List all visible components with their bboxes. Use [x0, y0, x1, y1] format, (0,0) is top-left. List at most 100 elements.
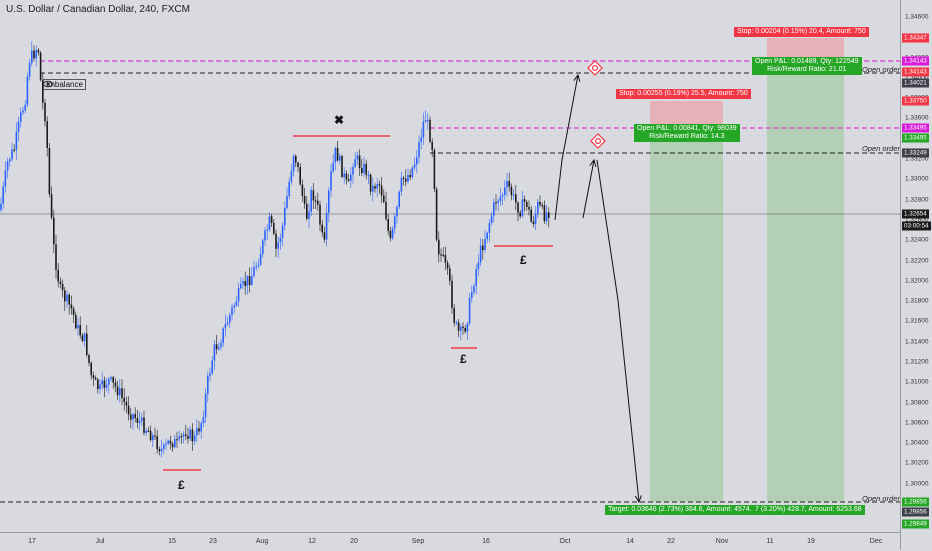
stop-label-1[interactable]: Stop: 0.00255 (0.19%) 25.5, Amount: 750	[616, 89, 751, 99]
candle-body	[416, 157, 418, 165]
candle-body	[207, 376, 209, 394]
candle-body	[537, 201, 539, 214]
stop-zone-1	[650, 101, 723, 128]
price-tick: 1.31800	[905, 297, 929, 305]
candle-body	[501, 194, 504, 197]
time-tick: 11	[766, 538, 774, 545]
candle-body	[336, 147, 339, 161]
candle-body	[435, 189, 438, 240]
candle-body	[112, 377, 114, 383]
candle-body	[383, 195, 385, 202]
candle-body	[233, 305, 235, 308]
candle-body	[220, 342, 222, 348]
candle-body	[279, 237, 282, 243]
candle-body	[231, 307, 233, 315]
pnl-text-1: Open P&L: 0.00841, Qty: 98039	[637, 125, 737, 132]
candle-body	[334, 147, 337, 163]
time-axis[interactable]: 17 Jul 15 23 Aug 12 20 Sep 16 Oct 14 22 Nov 11 19 Dec	[0, 532, 900, 551]
price-tick: 1.30400	[905, 439, 929, 447]
pnl-label-2[interactable]: Open P&L: 0.01489, Qty: 122549 Risk/Rewa…	[752, 57, 862, 75]
candle-body	[266, 229, 268, 231]
target-label-1[interactable]: Target: 0.03646 (2.73%) 364.6, Amount: 4…	[605, 505, 759, 515]
candle-body	[449, 268, 451, 281]
candle-body	[413, 164, 416, 168]
candle-body	[400, 177, 403, 192]
candle-body	[70, 304, 73, 309]
price-tick: 1.32600	[905, 216, 929, 224]
candle-body	[534, 213, 537, 225]
rr-text-2: Risk/Reward Ratio: 21.01	[767, 66, 847, 73]
candle-body	[292, 155, 295, 172]
candle-body	[105, 384, 108, 388]
candle-body	[422, 121, 425, 138]
candle-body	[163, 444, 165, 449]
candle-body	[215, 344, 218, 350]
arrow-up-short-head	[589, 158, 597, 167]
candle-body	[396, 206, 398, 217]
eye-icon[interactable]	[43, 79, 53, 89]
time-tick: 22	[667, 538, 675, 545]
candle-body	[235, 301, 238, 306]
candle-body	[402, 177, 405, 180]
price-axis[interactable]: 1.346001.344001.342001.340001.338001.336…	[900, 0, 932, 550]
imbalance-label: Imbalance	[43, 79, 86, 90]
entry-target-icon	[587, 60, 603, 76]
candle-body	[2, 186, 4, 204]
candle-body	[176, 439, 178, 441]
candle-body	[50, 194, 53, 218]
price-axis-label: 1.34143	[902, 67, 929, 77]
candle-body	[61, 284, 64, 291]
target-zone-1	[650, 128, 723, 502]
target-label-2[interactable]: 7 (3.20%) 428.7, Amount: 6253.68	[752, 505, 865, 515]
candle-body	[152, 435, 154, 441]
candle-body	[11, 149, 13, 160]
candle-body	[361, 167, 363, 174]
candle-body	[438, 239, 440, 255]
time-tick: 12	[308, 538, 316, 545]
candle-body	[44, 102, 46, 122]
stop-label-2[interactable]: Stop: 0.00204 (0.15%) 20.4, Amount: 750	[734, 27, 869, 37]
pnl-label-1[interactable]: Open P&L: 0.00841, Qty: 98039 Risk/Rewar…	[634, 124, 740, 142]
candle-body	[332, 162, 334, 172]
candle-body	[178, 436, 180, 440]
candle-body	[365, 163, 367, 175]
candle-body	[171, 443, 174, 448]
price-axis-label: 1.34021	[902, 78, 929, 88]
candle-body	[321, 224, 323, 233]
chart-svg[interactable]	[0, 0, 900, 532]
pnl-text-2: Open P&L: 0.01489, Qty: 122549	[755, 58, 859, 65]
candle-body	[277, 242, 279, 249]
candle-body	[510, 186, 513, 196]
candle-body	[343, 173, 345, 177]
candle-body	[48, 147, 51, 195]
candle-body	[226, 322, 229, 325]
price-tick: 1.32000	[905, 277, 929, 285]
candle-body	[490, 215, 493, 224]
candle-body	[350, 174, 352, 181]
candle-body	[229, 314, 231, 323]
arrow-up-long-head	[573, 73, 581, 82]
candle-body	[204, 393, 207, 418]
candle-body	[310, 190, 312, 212]
candle-body	[295, 155, 297, 163]
price-axis-label: 03:00:54	[902, 221, 931, 231]
candle-body	[418, 142, 420, 158]
candle-body	[427, 119, 429, 122]
candle-body	[158, 449, 161, 452]
candle-body	[77, 325, 79, 329]
candle-body	[72, 308, 75, 315]
candle-body	[532, 221, 535, 225]
candle-body	[125, 401, 128, 406]
candle-body	[486, 232, 488, 240]
candle-body	[275, 233, 277, 249]
candle-body	[6, 161, 9, 171]
candle-body	[389, 231, 392, 239]
candle-body	[352, 167, 354, 175]
chart-plot-area[interactable]: U.S. Dollar / Canadian Dollar, 240, FXCM…	[0, 0, 900, 532]
candle-body	[24, 104, 26, 111]
candle-body	[405, 178, 407, 182]
price-axis-label: 1.34143	[902, 56, 929, 66]
candle-body	[191, 429, 194, 442]
candle-body	[328, 190, 330, 213]
